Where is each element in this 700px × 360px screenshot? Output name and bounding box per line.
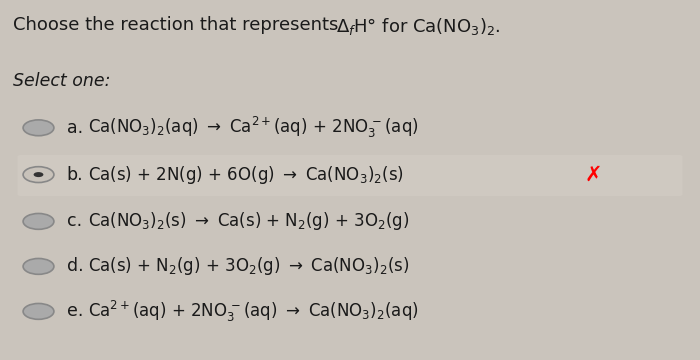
Text: Ca(NO$_3$)$_2$(s) $\rightarrow$ Ca(s) + N$_2$(g) + 3O$_2$(g): Ca(NO$_3$)$_2$(s) $\rightarrow$ Ca(s) + … <box>88 210 409 233</box>
Text: Choose the reaction that represents: Choose the reaction that represents <box>13 16 344 34</box>
Text: Ca(s) + N$_2$(g) + 3O$_2$(g) $\rightarrow$ Ca(NO$_3$)$_2$(s): Ca(s) + N$_2$(g) + 3O$_2$(g) $\rightarro… <box>88 255 409 278</box>
Text: $\Delta_f$H° for Ca(NO$_3$)$_2$.: $\Delta_f$H° for Ca(NO$_3$)$_2$. <box>336 16 500 37</box>
Text: c.: c. <box>66 212 82 230</box>
Text: b.: b. <box>66 166 83 184</box>
Text: Select one:: Select one: <box>13 72 110 90</box>
Text: a.: a. <box>66 119 83 137</box>
Text: Ca(s) + 2N(g) + 6O(g) $\rightarrow$ Ca(NO$_3$)$_2$(s): Ca(s) + 2N(g) + 6O(g) $\rightarrow$ Ca(N… <box>88 163 403 186</box>
Text: Ca(NO$_3$)$_2$(aq) $\rightarrow$ Ca$^{2+}$(aq) + 2NO$_3^{\,-}$(aq): Ca(NO$_3$)$_2$(aq) $\rightarrow$ Ca$^{2+… <box>88 115 419 140</box>
Text: e.: e. <box>66 302 83 320</box>
Text: ✗: ✗ <box>584 165 602 185</box>
Text: d.: d. <box>66 257 83 275</box>
Text: Ca$^{2+}$(aq) + 2NO$_3^{\,-}$(aq) $\rightarrow$ Ca(NO$_3$)$_2$(aq): Ca$^{2+}$(aq) + 2NO$_3^{\,-}$(aq) $\righ… <box>88 299 419 324</box>
